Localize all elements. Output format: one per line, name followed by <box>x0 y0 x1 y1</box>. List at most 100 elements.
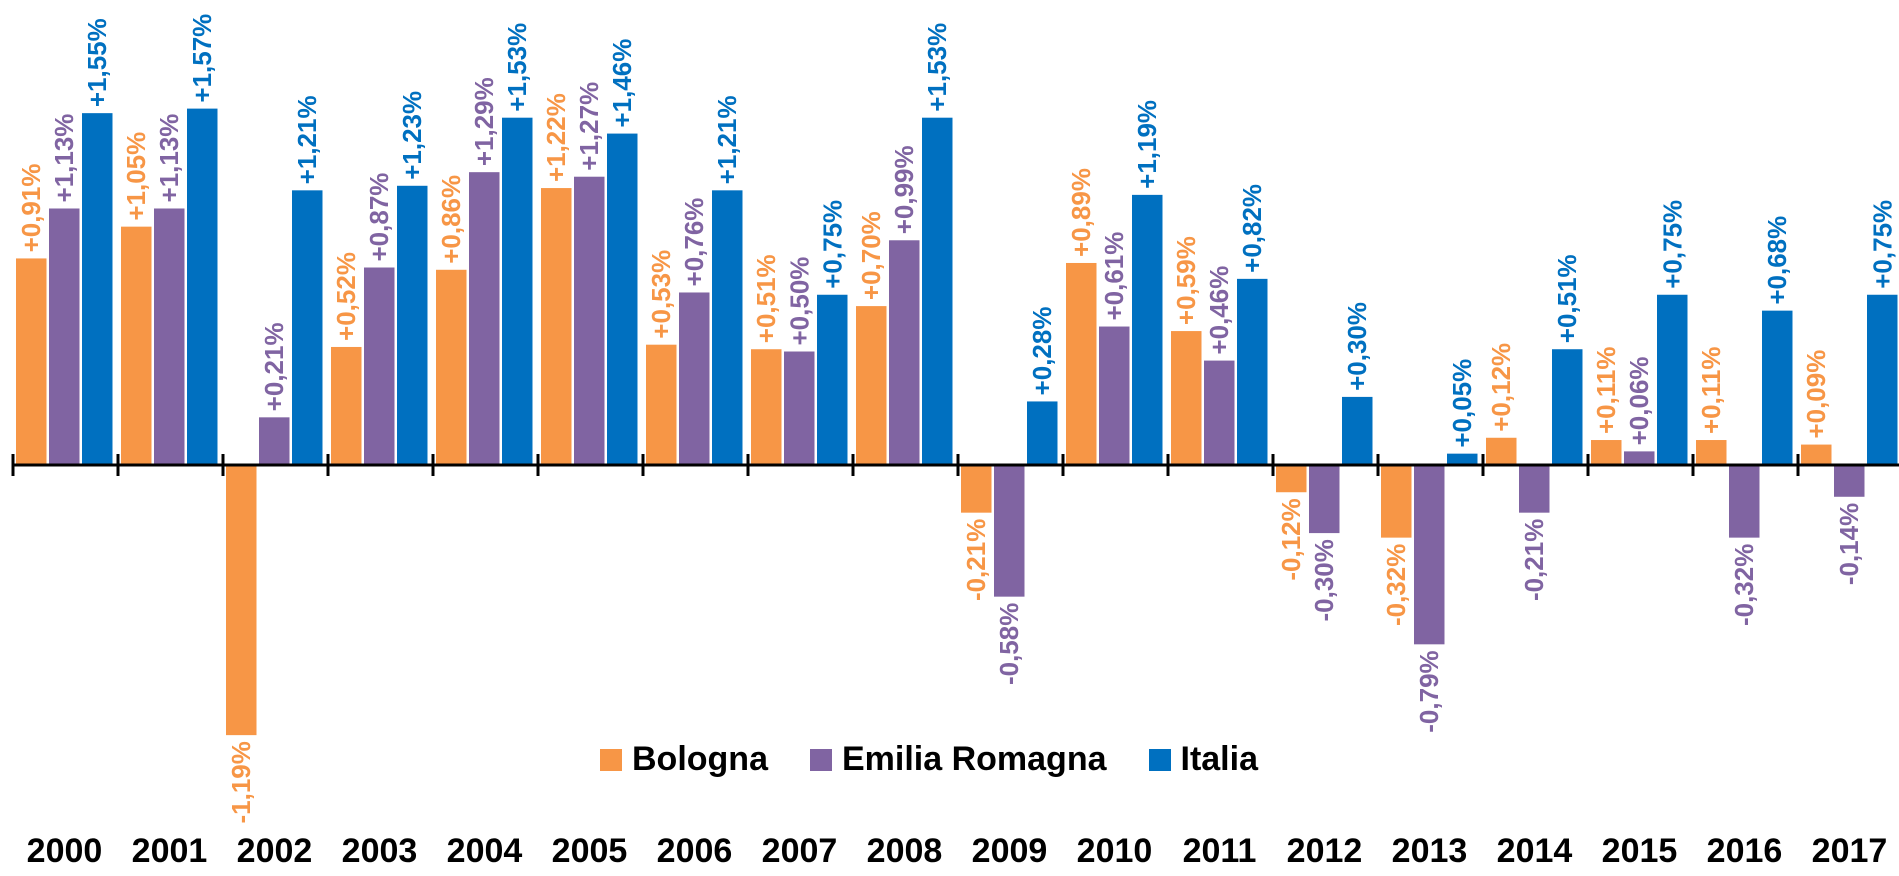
data-label-emilia-romagna-2012: -0,30% <box>1309 539 1339 621</box>
bar-emilia-romagna-2005 <box>574 177 605 465</box>
bar-bologna-2013 <box>1381 465 1412 538</box>
x-tick-label-2014: 2014 <box>1497 832 1573 870</box>
data-label-emilia-romagna-2002: +0,21% <box>259 322 289 411</box>
data-label-bologna-2016: +0,11% <box>1696 347 1726 434</box>
legend: Bologna Emilia Romagna Italia <box>600 740 1258 779</box>
data-label-bologna-2017: +0,09% <box>1801 350 1831 439</box>
data-label-emilia-romagna-2009: -0,58% <box>994 603 1024 685</box>
data-label-bologna-2006: +0,53% <box>646 250 676 339</box>
legend-swatch-emilia-romagna <box>810 749 832 771</box>
bar-emilia-romagna-2016 <box>1729 465 1760 538</box>
data-label-emilia-romagna-2004: +1,29% <box>469 77 499 166</box>
data-label-emilia-romagna-2015: +0,06% <box>1624 356 1654 445</box>
data-label-italia-2001: +1,57% <box>187 14 217 103</box>
x-tick-label-2017: 2017 <box>1812 832 1888 870</box>
data-label-bologna-2003: +0,52% <box>331 252 361 341</box>
bar-emilia-romagna-2013 <box>1414 465 1445 644</box>
bar-italia-2014 <box>1552 349 1583 465</box>
data-label-italia-2009: +0,28% <box>1027 307 1057 396</box>
x-tick-label-2012: 2012 <box>1287 832 1363 870</box>
data-label-italia-2008: +1,53% <box>922 23 952 112</box>
bar-italia-2000 <box>82 113 113 465</box>
data-label-italia-2015: +0,75% <box>1657 200 1687 289</box>
bar-bologna-2012 <box>1276 465 1307 492</box>
data-label-italia-2014: +0,51% <box>1552 254 1582 343</box>
data-label-bologna-2012: -0,12% <box>1276 498 1306 580</box>
bar-bologna-2016 <box>1696 440 1727 465</box>
bar-italia-2002 <box>292 190 323 465</box>
bar-bologna-2015 <box>1591 440 1622 465</box>
legend-swatch-italia <box>1149 749 1171 771</box>
bar-italia-2011 <box>1237 279 1268 465</box>
bar-emilia-romagna-2015 <box>1624 451 1655 465</box>
data-label-bologna-2004: +0,86% <box>436 175 466 264</box>
x-tick-label-2001: 2001 <box>132 832 208 870</box>
bar-emilia-romagna-2004 <box>469 172 500 465</box>
bar-italia-2012 <box>1342 397 1373 465</box>
bar-emilia-romagna-2003 <box>364 268 395 465</box>
legend-label-emilia-romagna: Emilia Romagna <box>842 740 1107 779</box>
data-label-bologna-2011: +0,59% <box>1171 236 1201 325</box>
bar-bologna-2011 <box>1171 331 1202 465</box>
data-label-bologna-2001: +1,05% <box>121 132 151 221</box>
data-label-bologna-2005: +1,22% <box>541 93 571 182</box>
bar-emilia-romagna-2007 <box>784 352 815 466</box>
bar-bologna-2003 <box>331 347 362 465</box>
bar-italia-2001 <box>187 109 218 465</box>
bar-bologna-2010 <box>1066 263 1097 465</box>
data-label-bologna-2013: -0,32% <box>1381 544 1411 626</box>
x-tick-label-2013: 2013 <box>1392 832 1468 870</box>
data-label-bologna-2000: +0,91% <box>16 164 46 253</box>
data-label-bologna-2002: -1,19% <box>226 741 256 823</box>
bar-bologna-2014 <box>1486 438 1517 465</box>
bar-emilia-romagna-2009 <box>994 465 1025 597</box>
bar-emilia-romagna-2006 <box>679 292 710 465</box>
data-label-bologna-2015: +0,11% <box>1591 347 1621 434</box>
x-tick-label-2005: 2005 <box>552 832 628 870</box>
bar-emilia-romagna-2001 <box>154 208 185 465</box>
data-label-emilia-romagna-2005: +1,27% <box>574 82 604 171</box>
data-label-emilia-romagna-2011: +0,46% <box>1204 266 1234 355</box>
data-label-italia-2007: +0,75% <box>817 200 847 289</box>
bar-emilia-romagna-2010 <box>1099 327 1130 465</box>
x-tick-label-2007: 2007 <box>762 832 838 870</box>
data-label-bologna-2009: -0,21% <box>961 519 991 601</box>
x-tick-label-2002: 2002 <box>237 832 313 870</box>
bar-emilia-romagna-2002 <box>259 417 290 465</box>
legend-label-bologna: Bologna <box>632 740 768 779</box>
data-label-italia-2013: +0,05% <box>1447 359 1477 448</box>
x-tick-label-2006: 2006 <box>657 832 733 870</box>
bar-bologna-2007 <box>751 349 782 465</box>
bar-italia-2004 <box>502 118 533 465</box>
x-tick-label-2008: 2008 <box>867 832 943 870</box>
x-tick-label-2015: 2015 <box>1602 832 1678 870</box>
data-label-emilia-romagna-2016: -0,32% <box>1729 544 1759 626</box>
data-label-italia-2017: +0,75% <box>1867 200 1897 289</box>
data-label-emilia-romagna-2013: -0,79% <box>1414 650 1444 732</box>
data-label-italia-2011: +0,82% <box>1237 184 1267 273</box>
data-label-italia-2000: +1,55% <box>82 18 112 107</box>
legend-item-italia: Italia <box>1149 740 1258 779</box>
data-label-emilia-romagna-2010: +0,61% <box>1099 232 1129 321</box>
data-label-bologna-2007: +0,51% <box>751 254 781 343</box>
bar-bologna-2006 <box>646 345 677 465</box>
bar-italia-2013 <box>1447 454 1478 465</box>
data-label-emilia-romagna-2006: +0,76% <box>679 198 709 287</box>
bar-bologna-2001 <box>121 227 152 465</box>
bar-italia-2003 <box>397 186 428 465</box>
data-label-bologna-2010: +0,89% <box>1066 168 1096 257</box>
legend-item-bologna: Bologna <box>600 740 768 779</box>
data-label-italia-2016: +0,68% <box>1762 216 1792 305</box>
x-tick-label-2009: 2009 <box>972 832 1048 870</box>
data-label-emilia-romagna-2008: +0,99% <box>889 145 919 234</box>
x-tick-label-2016: 2016 <box>1707 832 1783 870</box>
data-label-italia-2010: +1,19% <box>1132 100 1162 189</box>
data-label-italia-2012: +0,30% <box>1342 302 1372 391</box>
bar-bologna-2002 <box>226 465 257 735</box>
bar-bologna-2004 <box>436 270 467 465</box>
bar-bologna-2000 <box>16 258 47 465</box>
bar-emilia-romagna-2011 <box>1204 361 1235 465</box>
bar-italia-2015 <box>1657 295 1688 465</box>
bar-italia-2006 <box>712 190 743 465</box>
x-tick-label-2000: 2000 <box>27 832 103 870</box>
